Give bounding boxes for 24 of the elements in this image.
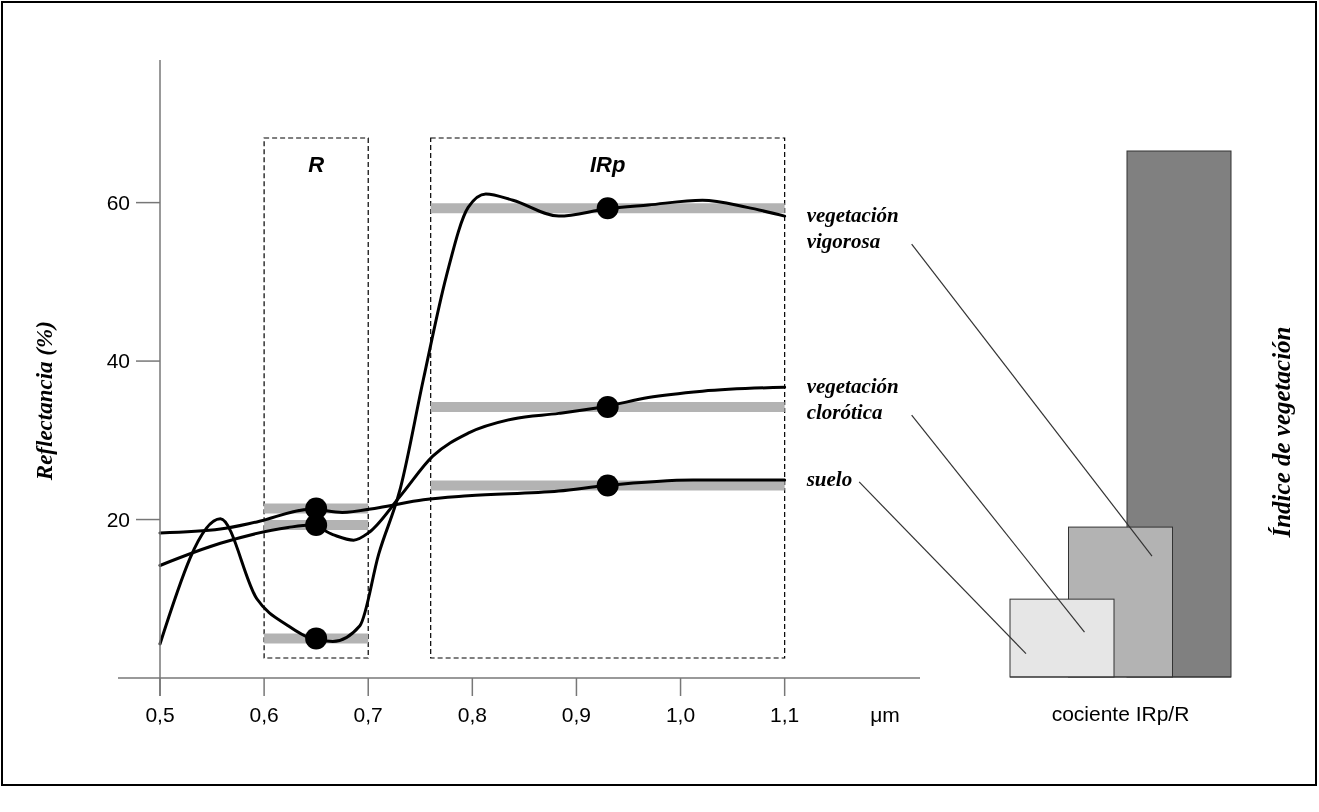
point (596, 197, 619, 220)
x-tick-label: 1,1 (770, 703, 800, 726)
x-axis-title: μm (870, 703, 900, 726)
y-axis-title: Índice de vegetación (1268, 326, 1295, 539)
point (305, 627, 328, 650)
x-tick-label: 1,0 (665, 703, 696, 726)
series-label: vegetación vigorosa (806, 203, 899, 254)
band-label: IRp (589, 152, 626, 177)
band-label: R (308, 152, 325, 177)
y-tick-label: 60 (106, 190, 130, 214)
x-tick-label: 0,9 (561, 703, 592, 726)
x-tick-label: 0,8 (457, 703, 487, 726)
y-tick-label: 40 (106, 349, 130, 373)
y-tick-label: 20 (106, 507, 130, 531)
x-tick-label: 0,6 (249, 703, 279, 726)
x-tick-label: 0,7 (353, 703, 383, 726)
series-label: suelo (805, 466, 853, 491)
point (596, 396, 619, 419)
point (305, 514, 328, 537)
x-tick-label: 0,5 (145, 703, 175, 726)
series-label: vegetación clorótica (806, 374, 899, 425)
y-axis-title: Reflectancia (%) (32, 321, 57, 482)
x-axis-title: cociente IRp/R (1051, 702, 1190, 725)
point (596, 474, 619, 497)
